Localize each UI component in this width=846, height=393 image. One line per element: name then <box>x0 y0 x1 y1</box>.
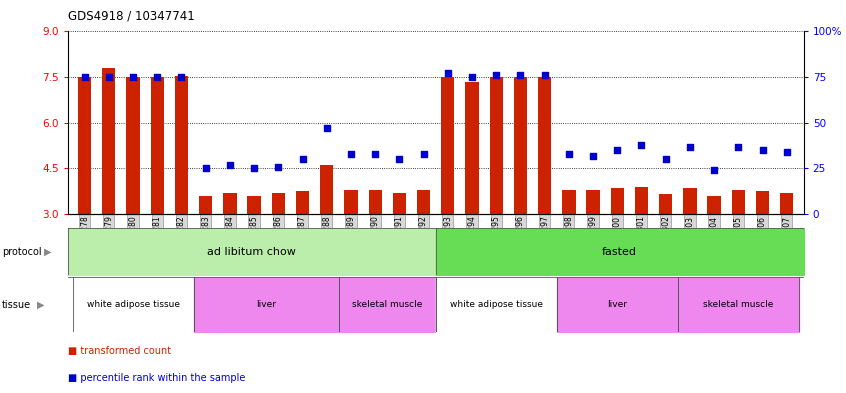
Point <box>586 152 600 159</box>
Bar <box>465 82 479 214</box>
Bar <box>659 195 673 214</box>
Bar <box>102 68 116 214</box>
Point <box>514 72 527 79</box>
Point <box>151 74 164 80</box>
Point <box>490 72 503 79</box>
Bar <box>780 193 794 214</box>
Point <box>344 151 358 157</box>
Text: tissue: tissue <box>2 299 30 310</box>
Point <box>659 156 673 163</box>
Text: ad libitum chow: ad libitum chow <box>207 246 296 257</box>
Text: GDS4918 / 10347741: GDS4918 / 10347741 <box>68 10 195 23</box>
Bar <box>320 165 333 214</box>
Text: protocol: protocol <box>2 246 41 257</box>
Bar <box>707 196 721 214</box>
Text: fasted: fasted <box>602 246 637 257</box>
Bar <box>272 193 285 214</box>
Bar <box>732 190 745 214</box>
Text: skeletal muscle: skeletal muscle <box>352 300 422 309</box>
Point <box>755 147 769 153</box>
Point <box>441 70 454 77</box>
Bar <box>563 190 575 214</box>
Point <box>102 74 116 80</box>
Point <box>562 151 575 157</box>
Point <box>126 74 140 80</box>
Text: skeletal muscle: skeletal muscle <box>703 300 773 309</box>
Bar <box>634 187 648 214</box>
Bar <box>151 77 164 214</box>
Bar <box>199 196 212 214</box>
Text: liver: liver <box>607 300 627 309</box>
Point <box>78 74 91 80</box>
Text: ▶: ▶ <box>44 246 52 257</box>
Point <box>368 151 382 157</box>
Bar <box>441 77 454 214</box>
Point <box>780 149 794 155</box>
Point <box>611 147 624 153</box>
Bar <box>417 190 431 214</box>
Bar <box>490 77 503 214</box>
Point <box>707 167 721 173</box>
Bar <box>393 193 406 214</box>
Text: white adipose tissue: white adipose tissue <box>86 300 179 309</box>
Bar <box>126 77 140 214</box>
Point <box>732 143 745 150</box>
Text: ▶: ▶ <box>37 299 45 310</box>
Bar <box>78 77 91 214</box>
Bar <box>755 191 769 214</box>
Point <box>223 162 237 168</box>
Text: ■ transformed count: ■ transformed count <box>68 346 171 356</box>
Point <box>465 74 479 80</box>
Point <box>417 151 431 157</box>
Bar <box>344 190 358 214</box>
Bar <box>175 75 188 214</box>
Point <box>538 72 552 79</box>
Point <box>272 163 285 170</box>
Point <box>175 74 189 80</box>
Bar <box>611 188 624 214</box>
Text: white adipose tissue: white adipose tissue <box>450 300 543 309</box>
Point <box>393 156 406 163</box>
Point <box>320 125 333 131</box>
Point <box>247 165 261 172</box>
Text: liver: liver <box>256 300 276 309</box>
Bar <box>684 188 696 214</box>
Bar <box>247 196 261 214</box>
Text: ■ percentile rank within the sample: ■ percentile rank within the sample <box>68 373 245 383</box>
Point <box>296 156 310 163</box>
Point <box>683 143 696 150</box>
Bar <box>223 193 237 214</box>
Bar <box>514 77 527 214</box>
Bar <box>369 190 382 214</box>
Bar <box>538 77 552 214</box>
Bar <box>586 190 600 214</box>
Bar <box>296 191 309 214</box>
Point <box>634 141 648 148</box>
Point <box>199 165 212 172</box>
